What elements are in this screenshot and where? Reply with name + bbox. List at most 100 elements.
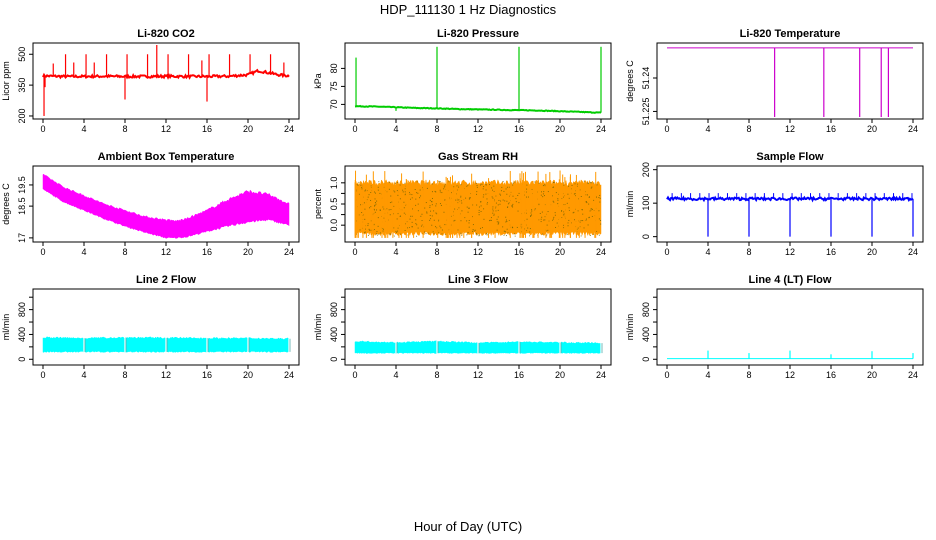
data-point <box>358 193 360 195</box>
x-tick-label: 8 <box>434 247 439 257</box>
data-point <box>591 186 593 188</box>
data-point <box>457 199 459 201</box>
data-point <box>365 189 367 191</box>
data-point <box>512 195 514 197</box>
data-point <box>438 180 440 182</box>
data-point <box>460 232 462 234</box>
data-point <box>450 215 452 217</box>
data-point <box>435 212 437 214</box>
series <box>354 46 602 114</box>
x-tick-label: 0 <box>40 370 45 380</box>
data-point <box>530 215 532 217</box>
x-tick-label: 4 <box>705 370 710 380</box>
data-point <box>447 229 449 231</box>
data-point <box>478 234 480 236</box>
data-point <box>525 212 527 214</box>
data-point <box>515 201 517 203</box>
data-point <box>583 227 585 229</box>
y-axis-label: ml/min <box>1 314 11 341</box>
data-point <box>577 227 579 229</box>
data-point <box>388 188 390 190</box>
data-point <box>361 186 363 188</box>
data-point <box>562 196 564 198</box>
y-axis-label: degrees C <box>1 183 11 225</box>
data-point <box>506 186 508 188</box>
panel-4: Gas Stream RH percent 0 4 8 12 16 20 24 0.0 0.5 1.0 <box>313 151 612 257</box>
y-tick-label: 0.5 <box>329 198 339 211</box>
data-point <box>562 214 564 216</box>
data-point <box>466 185 468 187</box>
data-point <box>429 206 431 208</box>
data-point <box>439 203 441 205</box>
data-point <box>590 208 592 210</box>
data-point <box>508 186 510 188</box>
data-point <box>588 203 590 205</box>
data-point <box>405 223 407 225</box>
data-point <box>544 185 546 187</box>
data-point <box>435 203 437 205</box>
panel-6: Line 2 Flow ml/min 0 4 8 12 16 20 24 0 400 800 <box>1 274 300 380</box>
y-tick-label: 51.24 <box>641 67 651 90</box>
data-point <box>391 201 393 203</box>
data-point <box>492 210 494 212</box>
data-point <box>480 184 482 186</box>
x-tick-label: 12 <box>473 247 483 257</box>
data-point <box>406 221 408 223</box>
data-point <box>461 234 463 236</box>
x-tick-label: 12 <box>473 370 483 380</box>
x-tick-label: 24 <box>284 124 294 134</box>
y-axis-label: ml/min <box>625 314 635 341</box>
data-point <box>498 222 500 224</box>
data-point <box>512 206 514 208</box>
data-point <box>451 192 453 194</box>
data-point <box>506 228 508 230</box>
data-point <box>363 214 365 216</box>
data-point <box>363 202 365 204</box>
data-point <box>414 189 416 191</box>
series <box>667 47 913 117</box>
data-point <box>544 216 546 218</box>
data-point <box>506 220 508 222</box>
data-point <box>408 227 410 229</box>
data-point <box>598 234 600 236</box>
data-point <box>365 228 367 230</box>
data-point <box>409 198 411 200</box>
data-point <box>375 203 377 205</box>
data-point <box>364 218 366 220</box>
x-tick-label: 24 <box>596 370 606 380</box>
data-point <box>548 220 550 222</box>
data-point <box>540 218 542 220</box>
data-point <box>429 219 431 221</box>
data-point <box>404 194 406 196</box>
data-point <box>460 184 462 186</box>
data-point <box>424 231 426 233</box>
data-point <box>551 195 553 197</box>
data-point <box>530 212 532 214</box>
data-point <box>546 230 548 232</box>
data-point <box>436 227 438 229</box>
data-point <box>407 234 409 236</box>
x-tick-label: 0 <box>352 370 357 380</box>
plot-frame <box>32 42 300 120</box>
data-point <box>480 227 481 229</box>
panel-title: Li-820 CO2 <box>137 28 194 40</box>
x-tick-label: 8 <box>746 370 751 380</box>
data-point <box>540 194 542 196</box>
data-point <box>521 183 523 185</box>
data-point <box>534 208 536 210</box>
data-point <box>399 215 401 217</box>
data-point <box>507 203 509 205</box>
y-tick-label: 800 <box>17 302 27 317</box>
y-tick-label: 800 <box>641 302 651 317</box>
data-point <box>386 208 388 210</box>
data-point <box>364 231 366 233</box>
data-point <box>429 205 431 207</box>
data-point <box>468 207 470 209</box>
data-point <box>461 202 463 204</box>
data-point <box>396 182 398 184</box>
data-point <box>512 182 514 184</box>
data-point <box>366 190 368 192</box>
data-band <box>354 179 602 237</box>
data-point <box>378 233 380 235</box>
